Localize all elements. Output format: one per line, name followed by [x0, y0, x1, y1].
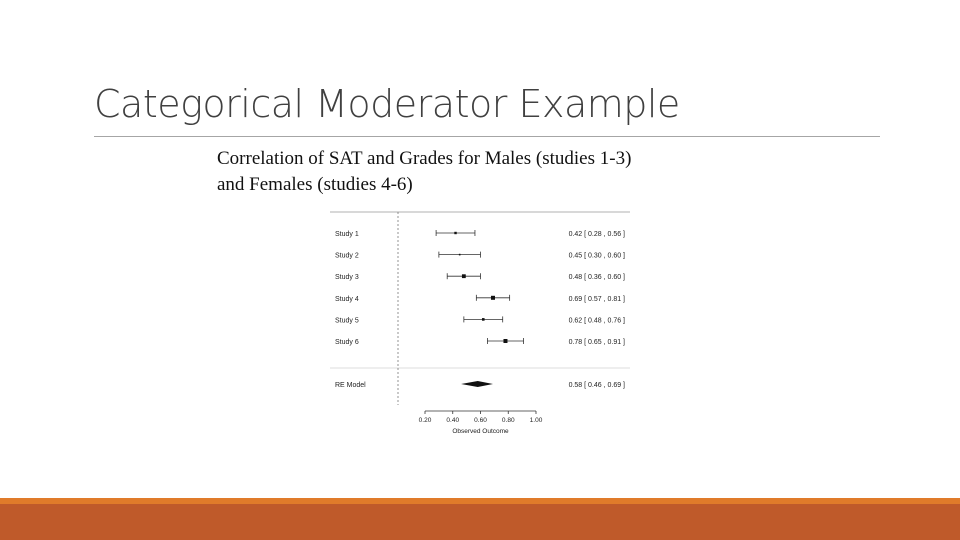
subtitle-line-1: Correlation of SAT and Grades for Males … — [217, 148, 632, 169]
study-ci-text: 0.69 [ 0.57 , 0.81 ] — [569, 296, 625, 303]
study-ci-text: 0.48 [ 0.36 , 0.60 ] — [569, 274, 625, 281]
x-axis-label: Observed Outcome — [452, 428, 509, 435]
slide-title: Categorical Moderator Example — [94, 82, 680, 126]
x-tick-label: 0.20 — [419, 417, 432, 424]
forest-plot: Study 1 0.42 [ 0.28 , 0.56 ] Study 2 0.45 [… — [330, 211, 630, 435]
x-tick-label: 1.00 — [530, 417, 543, 424]
study-ci-text: 0.45 [ 0.30 , 0.60 ] — [569, 253, 625, 260]
x-tick-label: 0.80 — [502, 417, 515, 424]
study-point-estimate — [458, 253, 461, 256]
summary-ci-text: 0.58 [ 0.46 , 0.69 ] — [569, 382, 625, 389]
study-ci-text: 0.62 [ 0.48 , 0.76 ] — [569, 317, 625, 324]
study-label: Study 5 — [335, 317, 359, 324]
study-point-estimate — [481, 318, 485, 321]
x-tick-label: 0.40 — [446, 417, 459, 424]
study-label: Study 3 — [335, 274, 359, 281]
study-ci-text: 0.42 [ 0.28 , 0.56 ] — [569, 231, 625, 238]
study-label: Study 4 — [335, 296, 359, 303]
study-ci-text: 0.78 [ 0.65 , 0.91 ] — [569, 339, 625, 346]
footer-accent-band — [0, 498, 960, 504]
study-label: Study 2 — [335, 253, 359, 260]
x-tick-label: 0.60 — [474, 417, 487, 424]
title-divider — [94, 136, 880, 137]
study-point-estimate — [503, 339, 508, 343]
study-point-estimate — [461, 274, 466, 279]
study-point-estimate — [454, 231, 457, 235]
study-label: Study 1 — [335, 231, 359, 238]
footer-bar — [0, 504, 960, 540]
study-label: Study 6 — [335, 339, 359, 346]
summary-diamond — [461, 381, 493, 387]
subtitle-line-2: and Females (studies 4-6) — [217, 174, 413, 195]
slide-subtitle: Correlation of SAT and Grades for Males … — [217, 146, 777, 198]
study-point-estimate — [490, 295, 495, 300]
summary-label: RE Model — [335, 382, 366, 389]
